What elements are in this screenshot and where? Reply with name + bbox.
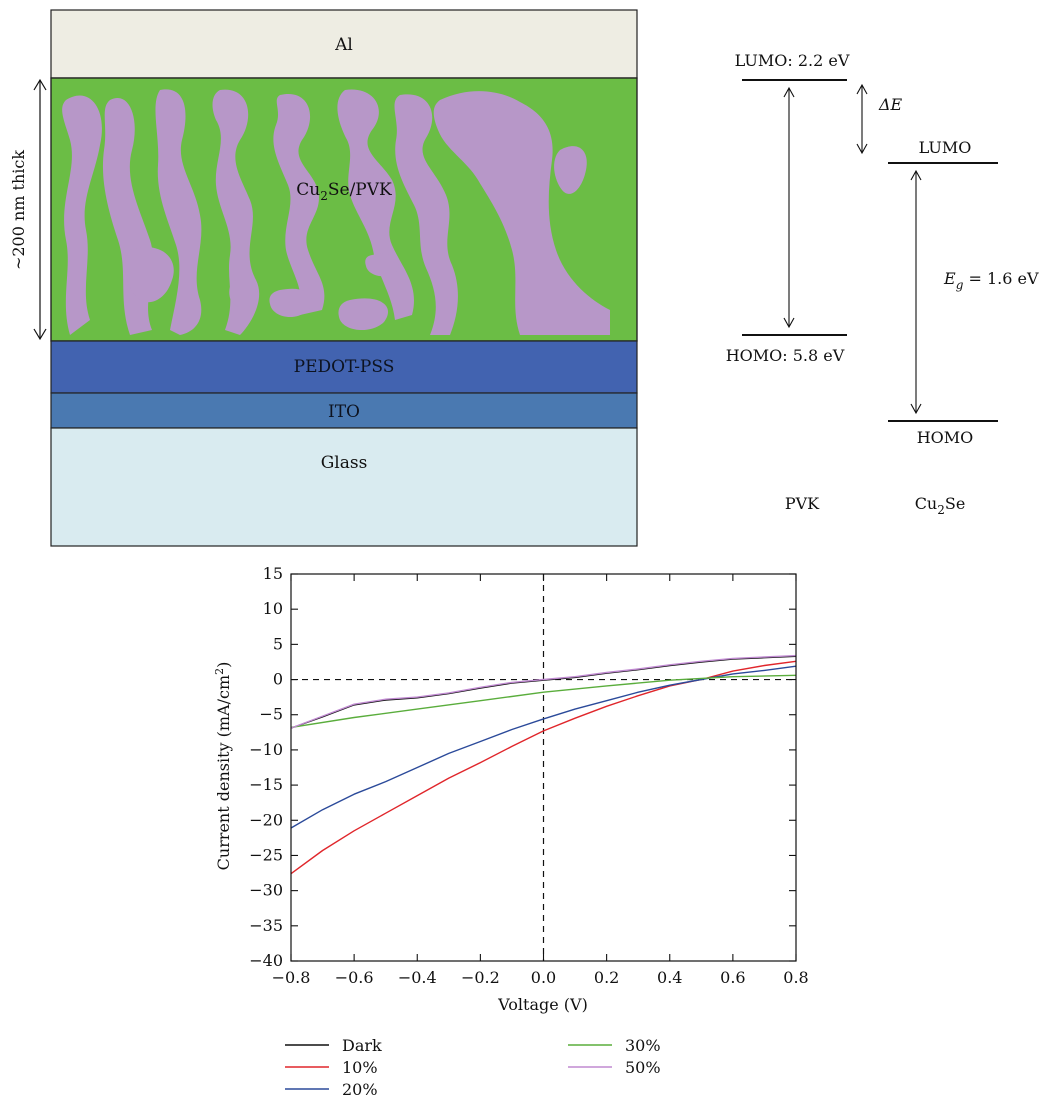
jv-chart: −0.8 −0.6 −0.4 −0.2 0.0 0.2 0.4 0.6 0.8 15 10 5 0 −5 −… — [213, 564, 809, 1099]
x-tick-label: −0.6 — [335, 968, 374, 987]
legend-label: 50% — [625, 1058, 661, 1077]
y-tick-label: −40 — [249, 951, 283, 970]
energy-level-diagram: LUMO: 2.2 eV HOMO: 5.8 eV ΔE LUMO HOMO E… — [726, 51, 1039, 517]
x-axis-label: Voltage (V) — [497, 995, 588, 1014]
y-tick-label: −20 — [249, 810, 283, 829]
y-tick-label: −5 — [259, 705, 283, 724]
y-tick-label: 15 — [263, 564, 283, 583]
pvk-homo-label: HOMO: 5.8 eV — [726, 346, 845, 365]
x-tick-label: 0.8 — [783, 968, 808, 987]
chart-series — [290, 654, 797, 875]
ito-label: ITO — [328, 402, 360, 422]
y-tick-label: −15 — [249, 775, 283, 794]
x-tick-label: −0.4 — [398, 968, 437, 987]
pedot-label: PEDOT-PSS — [294, 357, 395, 377]
glass-label: Glass — [321, 453, 368, 473]
ito-layer — [50, 392, 638, 429]
legend-label: Dark — [342, 1036, 382, 1055]
pvk-material-label: PVK — [785, 494, 820, 513]
thickness-label: ~200 nm thick — [9, 150, 28, 270]
x-tick-label: −0.8 — [272, 968, 311, 987]
series-line-20pct — [290, 665, 797, 829]
y-tick-label: −35 — [249, 916, 283, 935]
chart-legend: Dark 10% 20% 30% 50% — [285, 1036, 661, 1099]
y-tick-label: −25 — [249, 845, 283, 864]
cu-gap-arrow — [910, 169, 922, 415]
y-tick-label: −10 — [249, 740, 283, 759]
y-tick-label: 0 — [273, 670, 283, 689]
x-tick-label: −0.2 — [461, 968, 500, 987]
chart-ticks: −0.8 −0.6 −0.4 −0.2 0.0 0.2 0.4 0.6 0.8 15 10 5 0 −5 −… — [249, 564, 808, 987]
series-line-10pct — [290, 660, 797, 875]
blend-domains — [62, 89, 610, 336]
chart-guides — [291, 574, 796, 961]
thickness-arrow — [33, 78, 47, 341]
y-axis-label: Current density (mA/cm2) — [213, 662, 233, 871]
active-layer-label: Cu2Se/PVK — [296, 180, 392, 203]
pvk-gap-arrow — [783, 86, 795, 329]
delta-e-label: ΔE — [878, 95, 903, 114]
al-layer — [50, 9, 638, 79]
x-tick-label: 0.2 — [594, 968, 619, 987]
y-tick-label: −30 — [249, 881, 283, 900]
legend-label: 10% — [342, 1058, 378, 1077]
pedot-layer — [50, 340, 638, 394]
al-label: Al — [334, 35, 353, 55]
delta-e-arrow — [856, 83, 868, 155]
series-line-30pct — [290, 674, 797, 729]
device-stack-diagram: Al Cu2Se/PVK PEDOT-PSS ITO Glass ~200 nm… — [9, 9, 638, 547]
glass-layer — [50, 427, 638, 547]
series-line-50pct — [290, 654, 797, 729]
y-tick-label: 5 — [273, 634, 283, 653]
pvk-lumo-label: LUMO: 2.2 eV — [735, 51, 850, 70]
x-tick-label: 0.4 — [657, 968, 682, 987]
cu-homo-label: HOMO — [917, 428, 974, 447]
cu2se-material-label: Cu2Se — [915, 494, 966, 517]
y-tick-label: 10 — [263, 599, 283, 618]
x-tick-label: 0.6 — [720, 968, 745, 987]
x-tick-label: 0.0 — [531, 968, 556, 987]
bandgap-label: Eg = 1.6 eV — [943, 269, 1039, 292]
legend-label: 30% — [625, 1036, 661, 1055]
legend-label: 20% — [342, 1080, 378, 1099]
cu-lumo-label: LUMO — [919, 138, 972, 157]
